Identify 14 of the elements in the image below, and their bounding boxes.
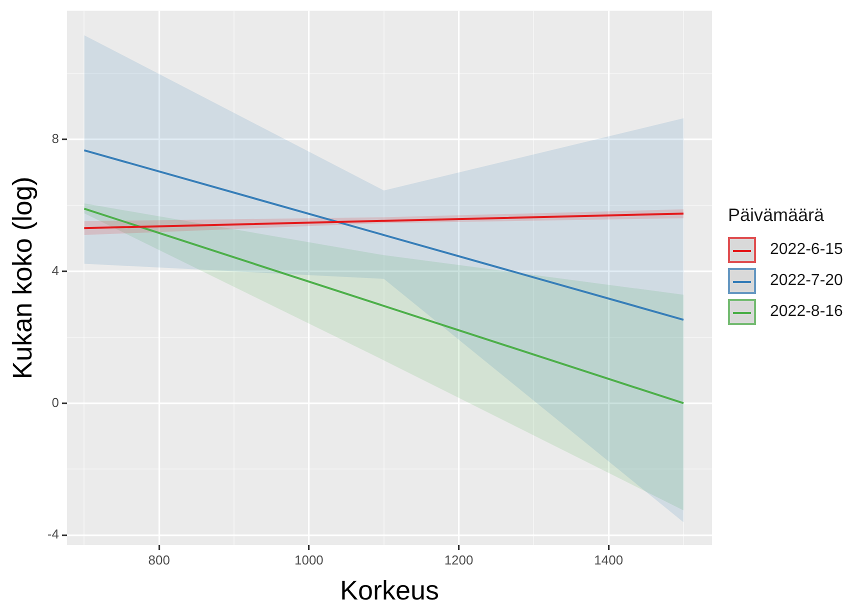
x-tick-label: 800 — [148, 552, 170, 568]
legend-label: 2022-8-16 — [770, 302, 843, 320]
y-tick-label: -4 — [47, 526, 59, 542]
x-tick-label: 1200 — [444, 552, 474, 568]
y-axis-title: Kukan koko (log) — [8, 176, 38, 380]
y-tick-label: 8 — [52, 130, 59, 146]
legend-title: Päivämäärä — [728, 205, 826, 226]
y-tick-label: 4 — [52, 262, 59, 278]
x-tick-label: 1000 — [294, 552, 324, 568]
legend-label: 2022-7-20 — [770, 272, 843, 290]
x-axis-title: Korkeus — [340, 575, 440, 606]
y-tick-label: 0 — [52, 394, 59, 410]
legend-label: 2022-6-15 — [770, 240, 843, 258]
x-tick-label: 1400 — [594, 552, 624, 568]
